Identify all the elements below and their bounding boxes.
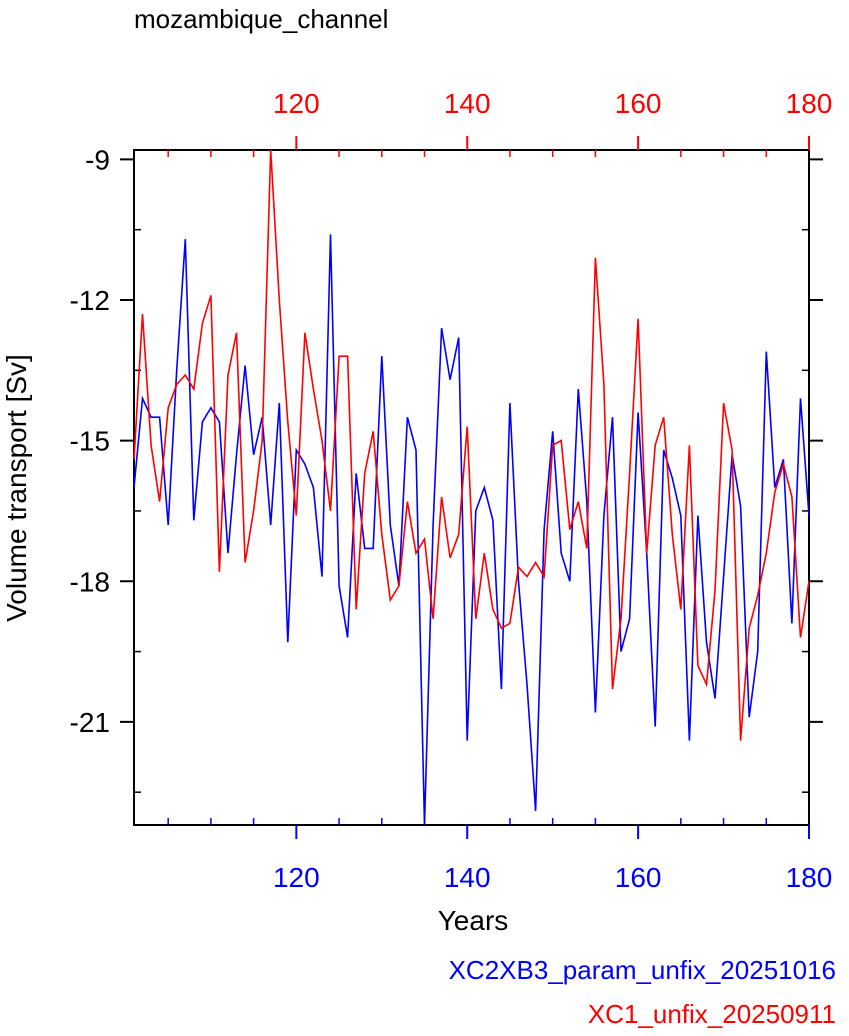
left-tick-label: -15	[70, 426, 110, 457]
legend-entry-red-series: XC1_unfix_20250911	[588, 999, 836, 1029]
left-tick-label: -9	[85, 144, 110, 175]
top-minor-ticks	[167, 150, 768, 157]
bottom-tick-label: 120	[273, 862, 320, 893]
series-line-red	[133, 149, 810, 741]
top-tick-label: 180	[786, 88, 833, 119]
series-line-blue	[133, 234, 810, 826]
left-minor-ticks	[134, 228, 141, 793]
left-tick-label: -18	[70, 566, 110, 597]
chart-title: mozambique_channel	[134, 4, 388, 34]
bottom-tick-label: 160	[615, 862, 662, 893]
left-axis: -9 -12 -15 -18 -21	[70, 144, 823, 738]
series-layer	[133, 149, 810, 826]
top-axis: 120 140 160 180	[273, 88, 832, 150]
bottom-minor-ticks	[167, 818, 768, 825]
bottom-tick-label: 140	[444, 862, 491, 893]
plot-frame	[133, 149, 810, 826]
left-tick-label: -21	[70, 707, 110, 738]
y-axis-label: Volume transport [Sv]	[1, 354, 32, 622]
top-tick-label: 140	[444, 88, 491, 119]
bottom-tick-label: 180	[786, 862, 833, 893]
x-axis-label: Years	[438, 905, 509, 936]
top-tick-label: 120	[273, 88, 320, 119]
right-minor-ticks	[802, 228, 809, 793]
top-tick-label: 160	[615, 88, 662, 119]
left-tick-label: -12	[70, 285, 110, 316]
legend-entry-blue-series: XC2XB3_param_unfix_20251016	[449, 955, 836, 985]
bottom-axis: 120 140 160 180	[273, 825, 832, 893]
